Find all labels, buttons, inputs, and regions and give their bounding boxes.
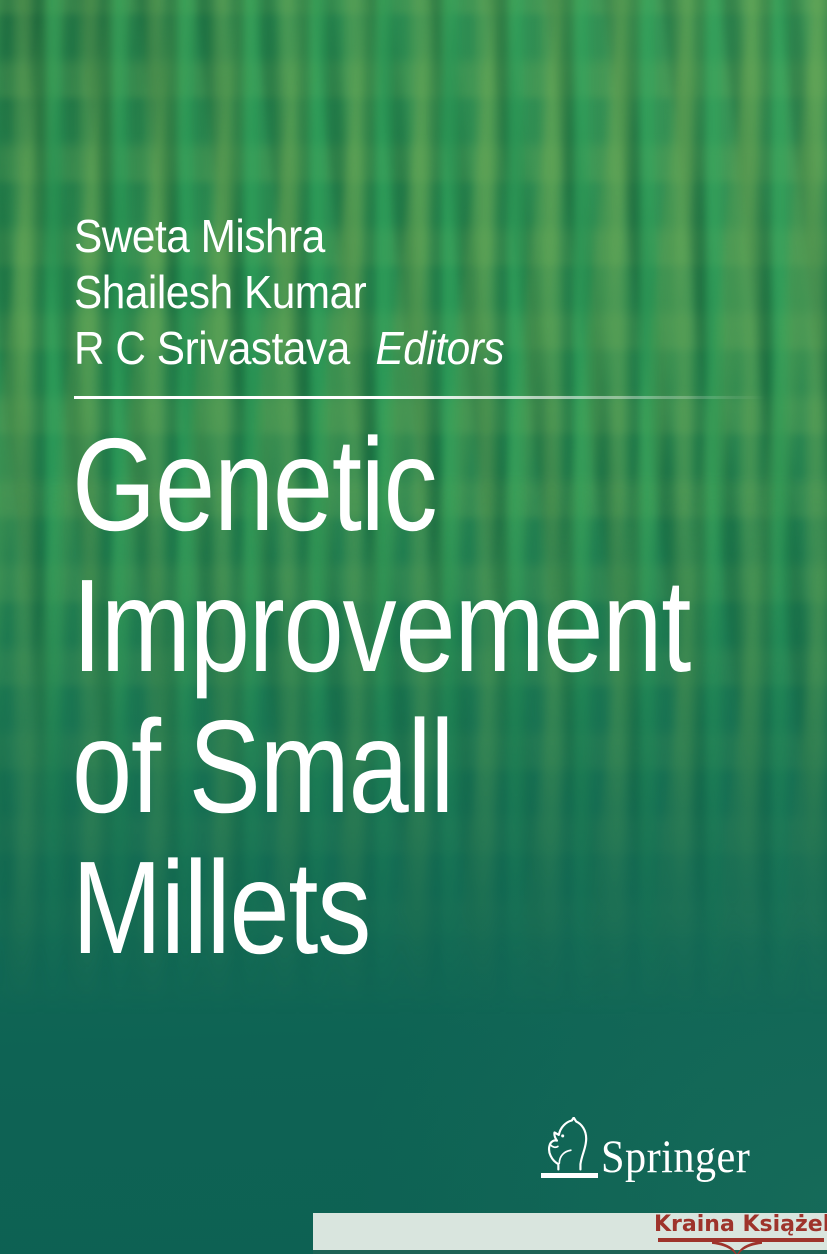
title-line: Improvement [72, 552, 691, 699]
editor-name: Sweta Mishra [74, 210, 325, 262]
watermark-underline [658, 1238, 824, 1242]
title-line: of Small [72, 693, 454, 840]
open-book-icon [712, 1241, 762, 1254]
editors-label: Editors [375, 322, 505, 374]
watermark-kraina-ksiazek: Kraina Książek [654, 1212, 827, 1254]
watermark-strip [313, 1213, 827, 1250]
editor-name: R C Srivastava [74, 322, 350, 374]
title-line: Genetic [72, 411, 438, 558]
divider-line [74, 396, 780, 399]
editor-name: Shailesh Kumar [74, 266, 367, 318]
watermark-strip-border [313, 1250, 827, 1254]
book-title: Genetic Improvement of Small Millets [72, 411, 691, 981]
editors-block: Sweta Mishra Shailesh Kumar R C Srivasta… [74, 208, 504, 376]
watermark-text: Kraina Książek [654, 1212, 827, 1237]
editor-name-line: R C Srivastava Editors [74, 320, 504, 376]
title-line: Millets [72, 834, 371, 981]
